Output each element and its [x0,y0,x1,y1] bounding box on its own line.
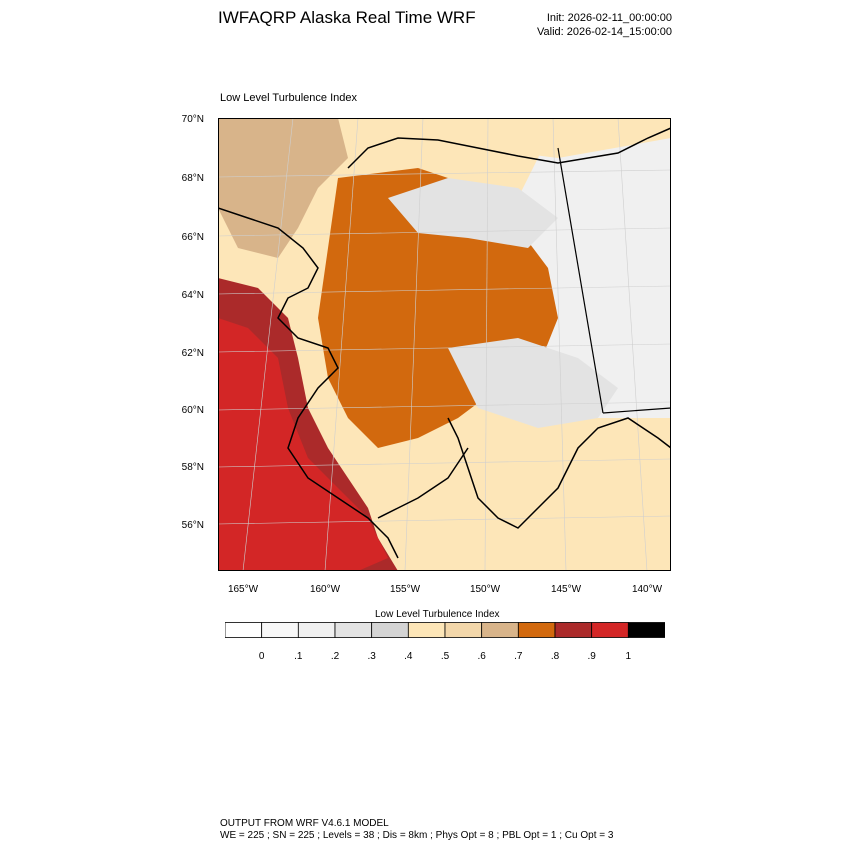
colorbar-tick-label: .7 [514,651,523,662]
colorbar-tick-label: 0 [258,651,265,662]
plot-title: Low Level Turbulence Index [220,92,357,104]
colorbar-swatch [407,622,446,638]
lon-label-165w: 165°W [227,584,259,595]
lon-label-140w: 140°W [631,584,663,595]
colorbar-swatch [225,622,263,638]
lon-label-150w: 150°W [469,584,501,595]
lon-label-145w: 145°W [550,584,582,595]
lat-label-64: 64°N [181,290,204,301]
lat-label-70: 70°N [181,114,204,125]
colorbar-tick-label: .1 [294,651,303,662]
colorbar-tick-label: .6 [477,651,486,662]
colorbar-tick-label: .5 [440,651,450,662]
lon-label-155w: 155°W [389,584,421,595]
lat-label-56: 56°N [181,520,204,531]
map-border [218,118,671,571]
turbulence-map[interactable] [218,118,671,571]
colorbar-tick-label: .2 [330,651,340,662]
colorbar-tick-label: .9 [587,651,596,662]
colorbar-swatch [444,622,483,638]
coastline [218,127,671,559]
colorbar [225,622,665,638]
lat-label-62: 62°N [181,348,204,359]
region-alaska-range-gray [448,338,618,428]
colorbar-swatch [261,622,299,638]
colorbar-swatch [517,622,556,638]
graticule [218,118,671,571]
colorbar-tick-label: 1 [625,651,632,662]
valid-time: Valid: 2026-02-14_15:00:00 [537,26,672,38]
footer-config: WE = 225 ; SN = 225 ; Levels = 38 ; Dis … [220,830,614,841]
region-bristol-bay-ocean [218,318,388,571]
lat-label-66: 66°N [181,232,204,243]
lat-label-60: 60°N [181,405,204,416]
init-time: Init: 2026-02-11_00:00:00 [546,12,672,24]
border-line [557,147,604,414]
colorbar-swatch [297,622,336,638]
colorbar-swatch [334,622,373,638]
map-canvas [218,118,671,571]
lon-label-160w: 160°W [309,584,341,595]
lat-label-58: 58°N [181,462,204,473]
region-chukchi-sea [218,118,348,258]
colorbar-title: Low Level Turbulence Index [375,609,500,620]
colorbar-swatch [371,622,409,638]
colorbar-tick-label: .4 [404,651,413,662]
border-line-south [602,407,671,414]
colorbar-swatch [627,622,665,638]
main-title: IWFAQRP Alaska Real Time WRF [218,8,476,27]
footer-model: OUTPUT FROM WRF V4.6.1 MODEL [220,818,389,829]
lat-label-68: 68°N [181,173,204,184]
colorbar-swatch [591,622,629,638]
colorbar-tick-label: .8 [550,651,560,662]
colorbar-swatch [481,622,519,638]
region-beaufort-sea-coast [338,118,671,158]
colorbar-swatch [554,622,593,638]
colorbar-tick-label: .3 [367,651,376,662]
